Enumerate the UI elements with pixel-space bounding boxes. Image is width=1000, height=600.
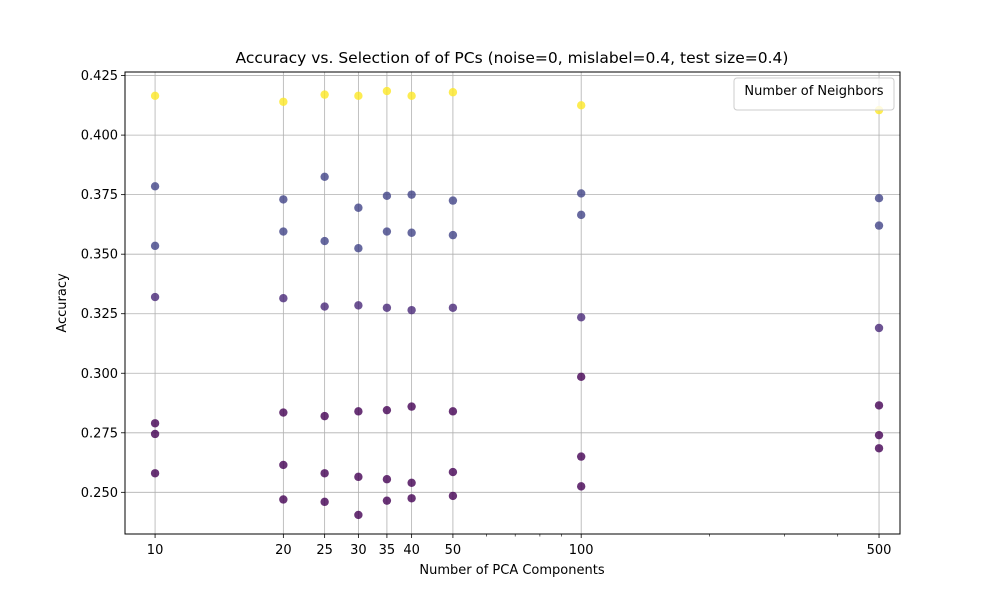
scatter-point — [407, 402, 416, 411]
scatter-point — [354, 510, 363, 520]
scatter-point — [382, 496, 392, 505]
scatter-point — [576, 372, 586, 382]
scatter-point — [407, 494, 416, 503]
scatter-point — [576, 452, 586, 461]
scatter-point — [874, 444, 884, 453]
legend-box — [733, 77, 895, 111]
plot-frame — [124, 71, 901, 535]
scatter-point — [448, 491, 458, 501]
scatter-point — [382, 475, 392, 484]
scatter-point — [407, 478, 416, 487]
scatter-point — [448, 303, 458, 312]
x-tick-label: 50 — [445, 543, 462, 558]
scatter-point — [320, 302, 329, 311]
scatter-point — [576, 210, 586, 220]
scatter-point — [382, 191, 392, 201]
scatter-point — [279, 227, 288, 236]
chart-title: Accuracy vs. Selection of of PCs (noise=… — [236, 49, 789, 67]
scatter-point — [382, 86, 392, 96]
scatter-point — [354, 301, 363, 310]
scatter-point — [320, 469, 329, 478]
grid-lines — [125, 72, 900, 534]
scatter-point — [874, 221, 884, 230]
scatter-point — [279, 195, 288, 204]
scatter-point — [874, 401, 884, 410]
scatter-point — [448, 196, 458, 205]
scatter-point — [407, 305, 416, 315]
y-tick-label: 0.375 — [81, 188, 118, 203]
x-tick-label: 35 — [379, 543, 396, 558]
scatter-point — [874, 323, 884, 333]
scatter-point — [448, 88, 458, 97]
x-axis-label: Number of PCA Components — [419, 563, 604, 578]
y-tick-label: 0.350 — [81, 248, 118, 263]
x-tick-label: 30 — [350, 543, 367, 558]
scatter-point — [354, 407, 363, 416]
scatter-point — [874, 430, 884, 440]
scatter-point — [320, 497, 329, 507]
x-tick-label: 40 — [403, 543, 420, 558]
scatter-point — [354, 91, 363, 101]
scatter-point — [320, 90, 329, 99]
y-tick-label: 0.275 — [81, 426, 118, 441]
legend-title: Number of Neighbors — [744, 84, 883, 99]
scatter-point — [150, 292, 160, 302]
scatter-point — [382, 405, 392, 415]
scatter-point — [320, 172, 329, 181]
scatter-point — [407, 228, 416, 237]
scatter-point — [150, 469, 160, 478]
x-tick-label: 500 — [867, 543, 892, 558]
x-tick-label: 100 — [569, 543, 594, 558]
x-tick-label: 25 — [316, 543, 333, 558]
scatter-point — [150, 419, 160, 428]
y-tick-label: 0.300 — [81, 367, 118, 382]
scatter-point — [354, 472, 363, 482]
y-tick-label: 0.250 — [81, 486, 118, 501]
scatter-point — [576, 101, 586, 110]
scatter-point — [448, 467, 458, 477]
scatter-point — [576, 482, 586, 491]
scatter-point — [874, 194, 884, 203]
scatter-point — [354, 203, 363, 212]
scatter-point — [576, 313, 586, 322]
scatter-point — [382, 303, 392, 312]
y-axis-label: Accuracy — [55, 273, 70, 333]
scatter-point — [150, 182, 160, 191]
scatter-point — [150, 429, 160, 439]
scatter-point — [448, 230, 458, 240]
scatter-point — [448, 407, 458, 416]
scatter-point — [576, 189, 586, 198]
scatter-point — [279, 408, 288, 417]
scatter-point — [354, 244, 363, 253]
scatter-point — [407, 91, 416, 101]
axis-ticks: 10 20 25 30 35 40 50 100 500 0.250 0.275 0.300 0.325… — [81, 69, 892, 558]
scatter-point — [150, 91, 160, 101]
x-tick-label: 10 — [147, 543, 164, 558]
scatter-point — [407, 190, 416, 199]
scatter-point — [382, 227, 392, 236]
scatter-point — [279, 460, 288, 470]
scatter-point — [279, 294, 288, 303]
legend: Number of Neighbors — [733, 77, 895, 111]
y-tick-label: 0.325 — [81, 307, 118, 322]
y-tick-label: 0.425 — [81, 69, 118, 84]
scatter-point — [150, 241, 160, 251]
data-points — [150, 86, 884, 520]
scatter-point — [320, 411, 329, 421]
scatter-point — [320, 236, 329, 246]
y-tick-label: 0.400 — [81, 129, 118, 144]
scatter-point — [279, 97, 288, 106]
scatter-point — [279, 495, 288, 504]
x-tick-label: 20 — [275, 543, 292, 558]
